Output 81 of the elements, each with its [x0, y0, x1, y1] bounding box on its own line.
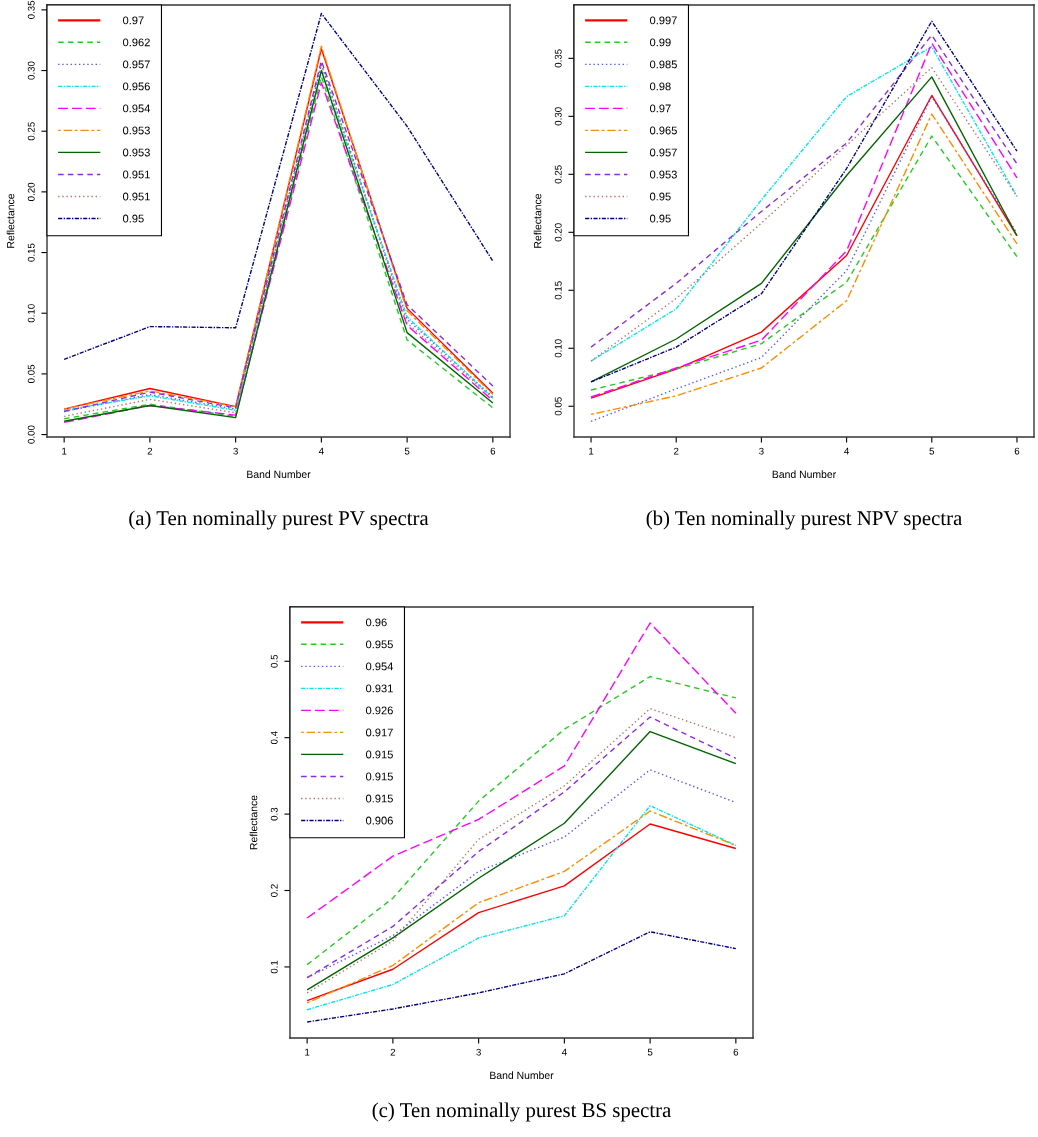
- x-tick-label: 6: [733, 1048, 739, 1056]
- legend-label: 0.951: [122, 170, 150, 179]
- legend-label: 0.95: [649, 214, 671, 223]
- y-tick-label: 0.30: [27, 61, 35, 80]
- x-axis-title: Band Number: [247, 470, 311, 479]
- y-tick-label: 0.35: [554, 49, 562, 68]
- legend-label: 0.926: [365, 706, 393, 715]
- x-tick-label: 1: [62, 447, 67, 455]
- y-tick-label: 0.1: [270, 960, 278, 974]
- y-tick-label: 0.3: [270, 807, 278, 821]
- legend-label: 0.931: [365, 684, 393, 693]
- legend-label: 0.997: [649, 16, 677, 25]
- x-tick-label: 5: [929, 447, 935, 455]
- line-series: [306, 675, 737, 966]
- y-tick-label: 0.10: [27, 304, 35, 323]
- legend-label: 0.906: [365, 816, 393, 825]
- legend-label: 0.954: [365, 662, 394, 671]
- y-axis-title: Reflectance: [6, 193, 15, 248]
- x-tick-label: 6: [490, 447, 496, 455]
- legend-label: 0.956: [122, 82, 150, 91]
- y-axis-title: Reflectance: [533, 193, 542, 248]
- y-tick-label: 0.20: [554, 223, 562, 242]
- y-axis-title: Reflectance: [249, 795, 258, 850]
- line-series: [63, 12, 494, 361]
- legend-label: 0.96: [365, 618, 387, 627]
- y-tick-label: 0.05: [27, 364, 35, 383]
- x-tick-label: 4: [844, 447, 850, 455]
- y-tick-label: 0.4: [270, 731, 278, 745]
- x-tick-label: 1: [305, 1048, 310, 1056]
- legend-label: 0.954: [122, 104, 151, 113]
- legend-label: 0.915: [365, 750, 393, 759]
- x-tick-label: 6: [1014, 447, 1020, 455]
- legend-label: 0.99: [649, 38, 671, 47]
- legend-label: 0.957: [649, 148, 677, 157]
- x-tick-label: 3: [476, 1048, 481, 1056]
- y-tick-label: 0.00: [27, 425, 35, 444]
- legend-label: 0.965: [649, 126, 677, 135]
- legend-label: 0.955: [365, 640, 393, 649]
- y-tick-label: 0.2: [270, 884, 278, 897]
- line-series: [306, 931, 737, 1023]
- legend-label: 0.915: [365, 772, 393, 781]
- legend-label: 0.953: [122, 126, 150, 135]
- text: (a) Ten nominally purest PV spectra: [129, 510, 429, 530]
- x-tick-label: 1: [589, 447, 594, 455]
- y-tick-label: 0.15: [554, 281, 562, 300]
- x-tick-label: 4: [561, 1048, 567, 1056]
- x-axis-title: Band Number: [772, 470, 836, 479]
- legend-label: 0.98: [649, 82, 671, 91]
- legend-label: 0.97: [122, 16, 144, 25]
- x-tick-label: 2: [674, 447, 679, 455]
- y-tick-label: 0.25: [554, 165, 562, 184]
- text: (b) Ten nominally purest NPV spectra: [646, 510, 963, 530]
- x-tick-label: 3: [233, 447, 238, 455]
- x-tick-label: 2: [147, 447, 153, 455]
- y-tick-label: 0.20: [27, 182, 35, 201]
- legend-label: 0.962: [122, 38, 150, 47]
- y-tick-label: 0.25: [27, 122, 35, 141]
- line-series: [590, 135, 1018, 391]
- x-axis-title: Band Number: [490, 1071, 554, 1080]
- legend-label: 0.953: [649, 170, 677, 179]
- y-tick-label: 0.30: [554, 107, 562, 126]
- legend-label: 0.95: [122, 214, 144, 223]
- legend-label: 0.917: [365, 728, 393, 737]
- text: (c) Ten nominally purest BS spectra: [372, 1102, 672, 1122]
- y-tick-label: 0.15: [27, 243, 35, 262]
- legend-label: 0.953: [122, 148, 150, 157]
- x-tick-label: 5: [647, 1048, 653, 1056]
- x-tick-label: 3: [759, 447, 764, 455]
- legend-label: 0.951: [122, 192, 150, 201]
- legend-label: 0.95: [649, 192, 671, 201]
- x-tick-label: 5: [404, 447, 410, 455]
- x-tick-label: 4: [318, 447, 324, 455]
- x-tick-label: 2: [390, 1048, 396, 1056]
- y-tick-label: 0.05: [554, 397, 562, 416]
- legend-label: 0.985: [649, 60, 677, 69]
- legend-label: 0.957: [122, 60, 150, 69]
- legend-label: 0.97: [649, 104, 671, 113]
- y-tick-label: 0.35: [27, 0, 35, 19]
- y-tick-label: 0.5: [270, 654, 278, 668]
- y-tick-label: 0.10: [554, 339, 562, 358]
- legend-label: 0.915: [365, 794, 393, 803]
